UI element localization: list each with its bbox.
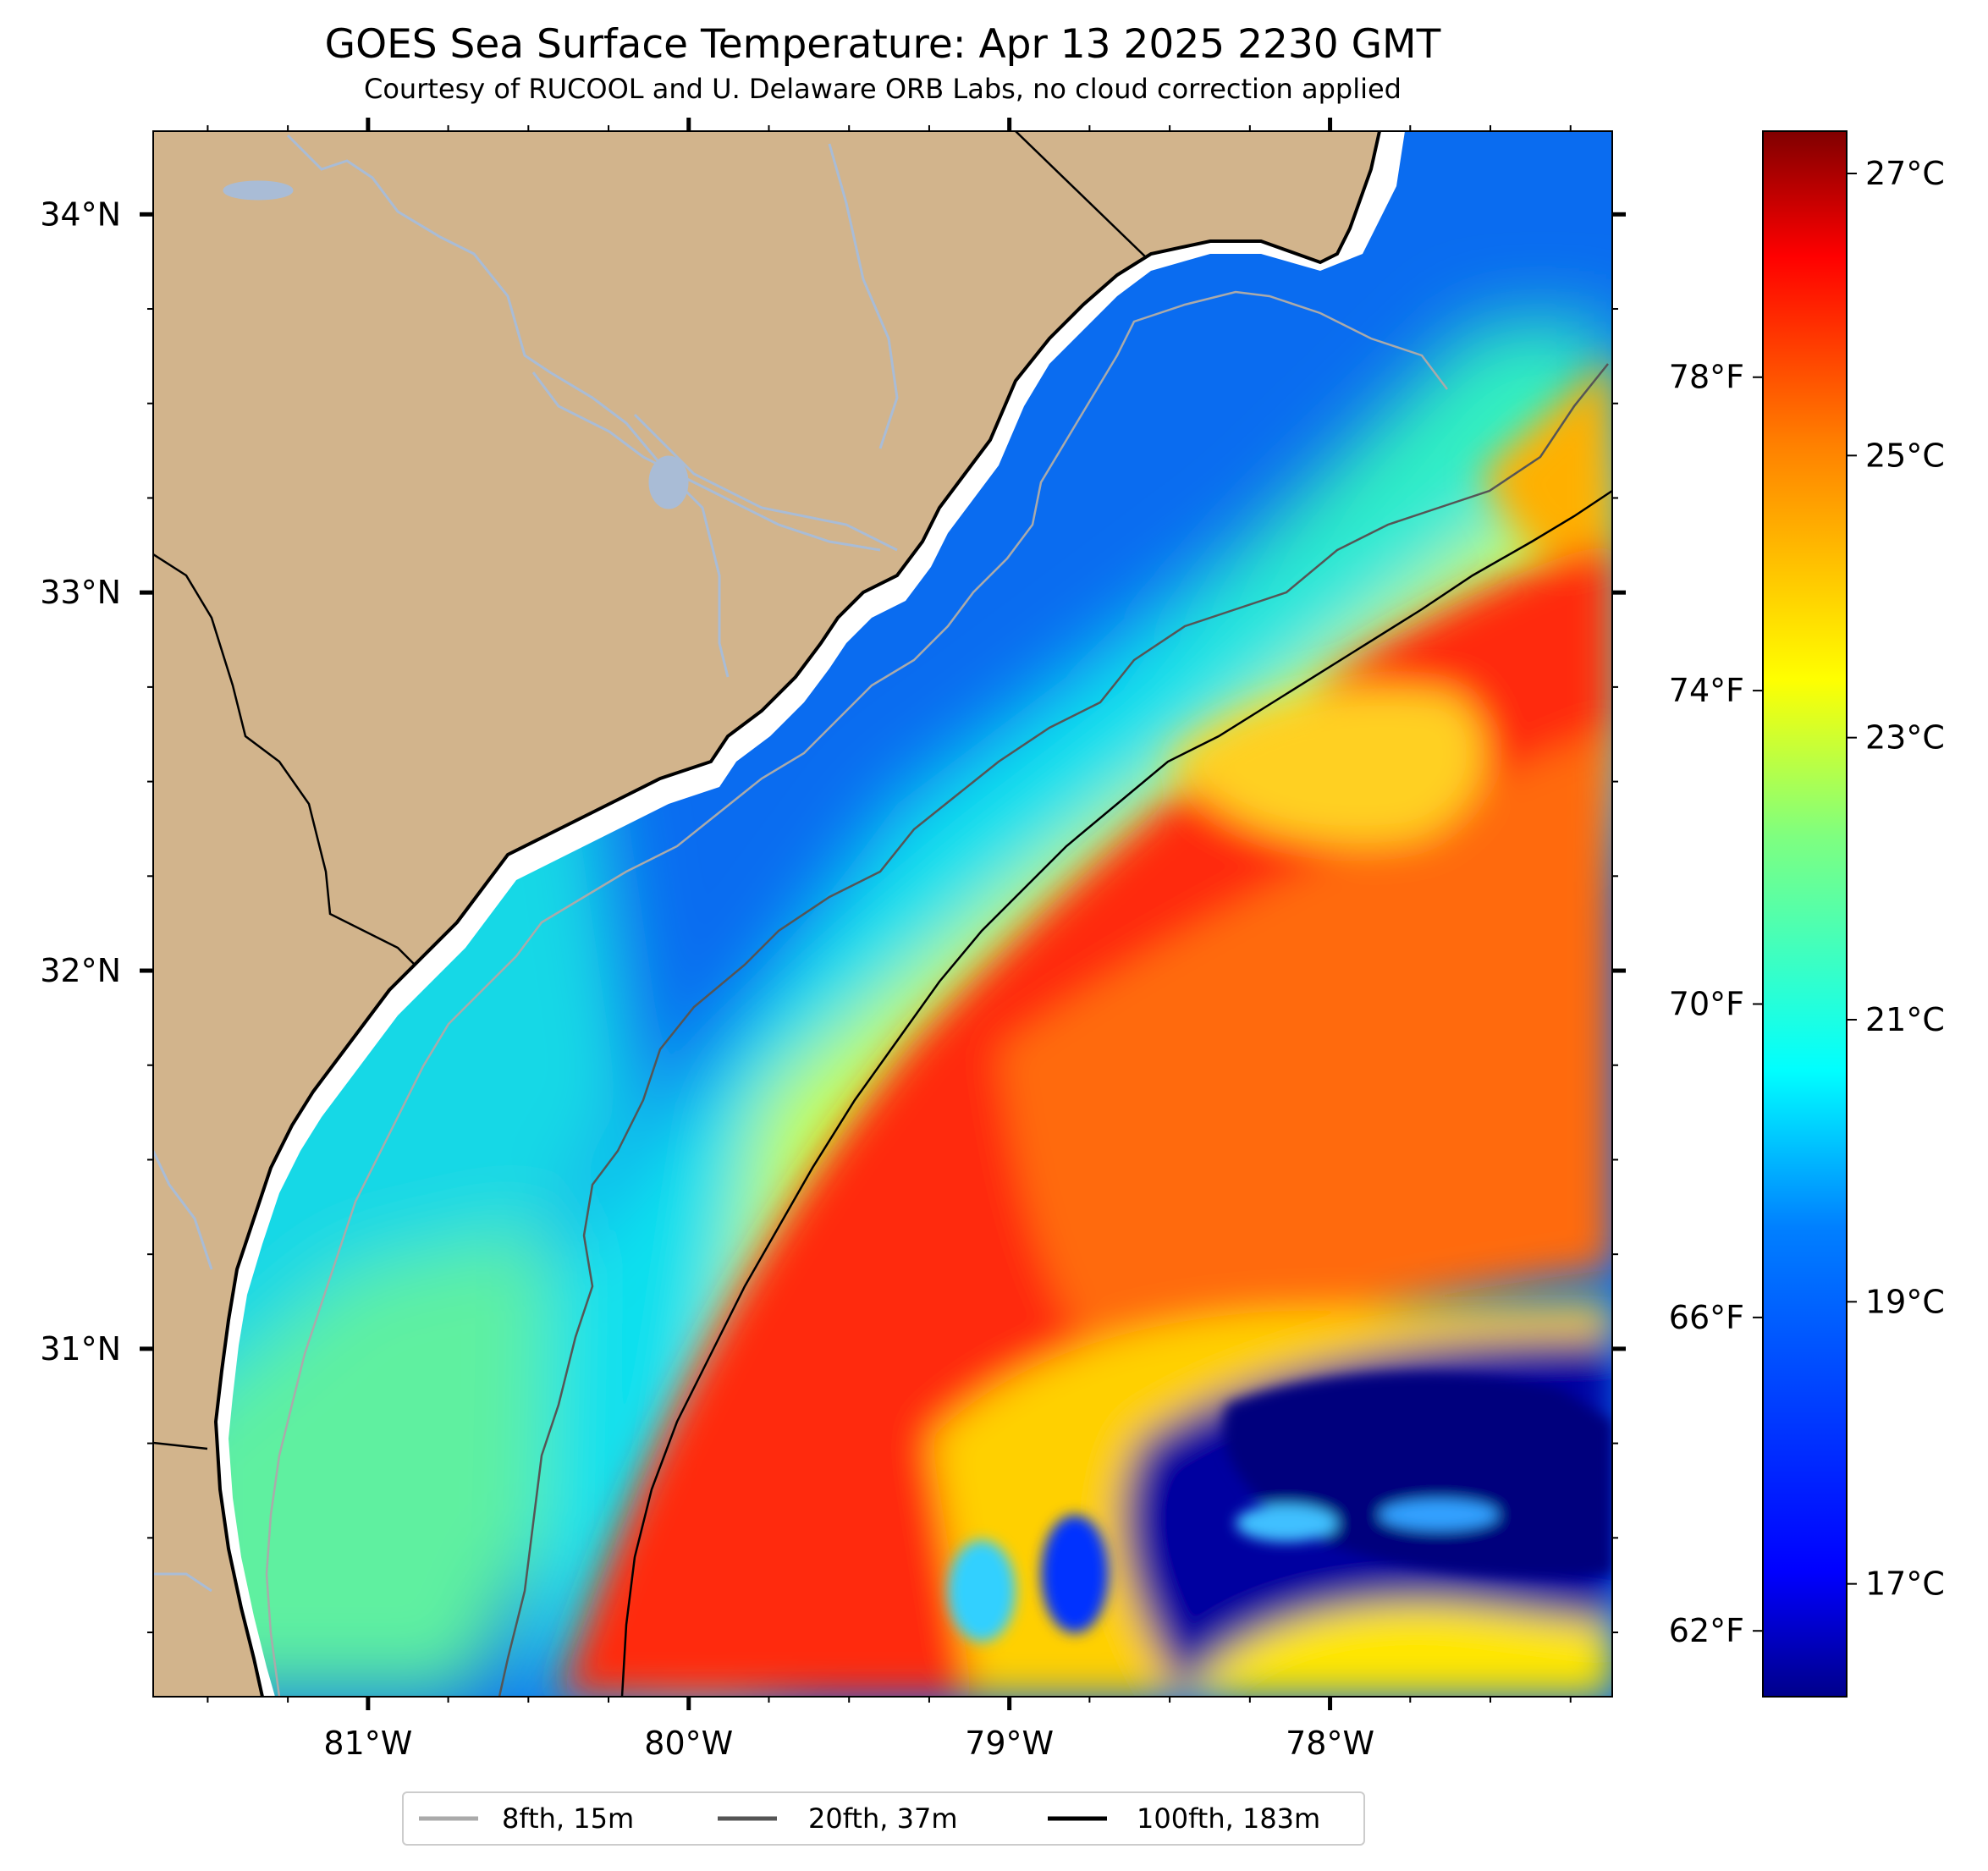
celsius-tick-label: 21°C xyxy=(1865,1001,1945,1038)
celsius-tick-label: 25°C xyxy=(1865,437,1945,474)
colorbar-celsius-ticks: 17°C 19°C 21°C 23°C 25°C 27°C xyxy=(1847,155,1945,1603)
state-borders xyxy=(153,131,1148,1450)
colorbar-gradient xyxy=(1762,130,1848,1698)
figure-subtitle: Courtesy of RUCOOL and U. Delaware ORB L… xyxy=(364,73,1402,105)
legend: 8fth, 15m 20fth, 37m 100fth, 183m xyxy=(402,1791,1365,1846)
figure-title: GOES Sea Surface Temperature: Apr 13 202… xyxy=(325,21,1441,68)
legend-label-20fth: 20fth, 37m xyxy=(808,1802,957,1835)
colorbar-fahrenheit-ticks: 62°F 66°F 70°F 74°F 78°F xyxy=(1669,359,1763,1649)
lat-tick-label: 33°N xyxy=(40,574,121,611)
legend-item-100fth: 100fth, 183m xyxy=(1048,1802,1320,1835)
legend-item-20fth: 20fth, 37m xyxy=(718,1802,957,1835)
fahrenheit-tick-label: 70°F xyxy=(1669,985,1744,1022)
legend-item-8fth: 8fth, 15m xyxy=(419,1802,634,1835)
lat-tick-label: 34°N xyxy=(40,195,121,233)
map-frame xyxy=(152,130,1613,1698)
celsius-tick-label: 17°C xyxy=(1865,1566,1945,1603)
celsius-tick-label: 19°C xyxy=(1865,1283,1945,1320)
legend-label-8fth: 8fth, 15m xyxy=(502,1802,634,1835)
map-axes: 81°W 80°W 79°W 78°W 34°N 33°N 32°N 31°N xyxy=(40,118,1626,1762)
lat-tick-label: 31°N xyxy=(40,1330,121,1367)
isobath-20fth xyxy=(498,363,1609,1697)
lon-tick-label: 81°W xyxy=(323,1725,412,1762)
legend-box xyxy=(402,1791,1365,1846)
fahrenheit-tick-label: 62°F xyxy=(1669,1612,1744,1649)
rivers xyxy=(153,134,899,1593)
colorbar: 17°C 19°C 21°C 23°C 25°C 27°C 62°F 66°F 70°F 74°… xyxy=(1669,130,1945,1698)
coastline xyxy=(213,131,1381,1697)
isobath-8fth xyxy=(265,290,1448,1697)
map-area xyxy=(153,131,1612,1697)
fahrenheit-tick-label: 66°F xyxy=(1669,1299,1744,1336)
lon-tick-label: 78°W xyxy=(1286,1725,1374,1762)
lon-tick-label: 79°W xyxy=(965,1725,1054,1762)
land-mass xyxy=(153,131,1379,1697)
celsius-tick-label: 23°C xyxy=(1865,719,1945,757)
legend-label-100fth: 100fth, 183m xyxy=(1137,1802,1320,1835)
celsius-tick-label: 27°C xyxy=(1865,155,1945,192)
lat-tick-label: 32°N xyxy=(40,952,121,989)
fahrenheit-tick-label: 78°F xyxy=(1669,359,1744,396)
lon-tick-label: 80°W xyxy=(644,1725,733,1762)
isobath-100fth xyxy=(620,489,1612,1697)
fahrenheit-tick-label: 74°F xyxy=(1669,672,1744,709)
